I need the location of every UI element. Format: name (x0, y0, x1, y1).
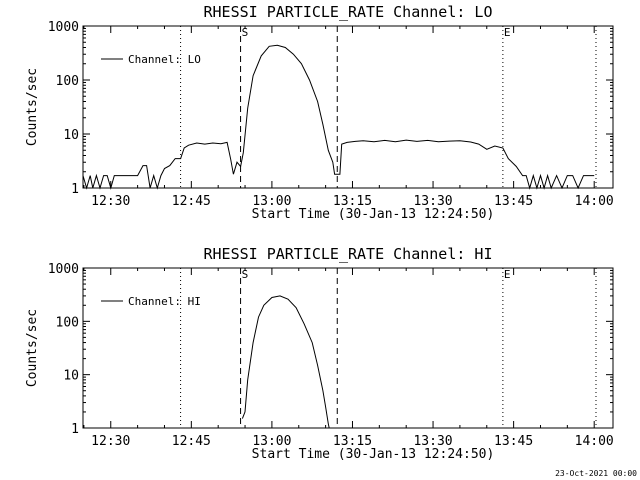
x-tick-label: 13:45 (494, 434, 533, 449)
x-tick-label: 13:15 (333, 194, 372, 209)
chart-panel-2: RHESSI PARTICLE_RATE Channel: HI 1 10 100 10… (25, 245, 614, 462)
y-tick-label: 10 (63, 369, 79, 384)
chart-panel-1: RHESSI PARTICLE_RATE Channel: LO 1 10 100 10… (25, 3, 614, 222)
plot-frame (82, 267, 614, 429)
x-tick-label: 12:45 (172, 194, 211, 209)
y-tick-label: 1 (71, 182, 79, 197)
y-axis-label: Counts/sec (25, 68, 40, 146)
y-axis-label: Counts/sec (25, 309, 40, 387)
x-tick-label: 14:00 (575, 194, 614, 209)
x-tick-label: 13:45 (494, 194, 533, 209)
x-tick-label: 13:00 (252, 194, 291, 209)
x-axis-label: Start Time (30-Jan-13 12:24:50) (252, 447, 495, 462)
x-tick-label: 12:45 (172, 434, 211, 449)
x-tick-label: 12:30 (91, 194, 130, 209)
series-line-1 (241, 295, 330, 429)
vline-label: E (504, 268, 511, 281)
chart-title: RHESSI PARTICLE_RATE Channel: LO (204, 3, 493, 21)
chart-title: RHESSI PARTICLE_RATE Channel: HI (204, 245, 493, 263)
vline-label: S (242, 268, 249, 281)
x-tick-label: 13:30 (413, 434, 452, 449)
y-tick-label: 1000 (48, 20, 79, 35)
x-tick-label: 13:00 (252, 434, 291, 449)
x-axis-label: Start Time (30-Jan-13 12:24:50) (252, 207, 495, 222)
footer-date: 23-Oct-2021 00:00 (555, 469, 637, 478)
x-tick-label: 14:00 (575, 434, 614, 449)
legend-entry: Channel: LO (128, 53, 201, 66)
plot-frame (82, 25, 614, 189)
y-tick-label: 100 (56, 315, 79, 330)
y-tick-label: 100 (56, 74, 79, 89)
y-tick-label: 1000 (48, 262, 79, 277)
y-tick-label: 1 (71, 422, 79, 437)
series-line-1 (82, 44, 595, 190)
x-tick-label: 13:15 (333, 434, 372, 449)
vline-label: S (242, 26, 249, 39)
x-tick-label: 12:30 (91, 434, 130, 449)
y-tick-label: 10 (63, 128, 79, 143)
legend-entry: Channel: HI (128, 295, 201, 308)
vline-label: E (504, 26, 511, 39)
x-tick-label: 13:30 (413, 194, 452, 209)
